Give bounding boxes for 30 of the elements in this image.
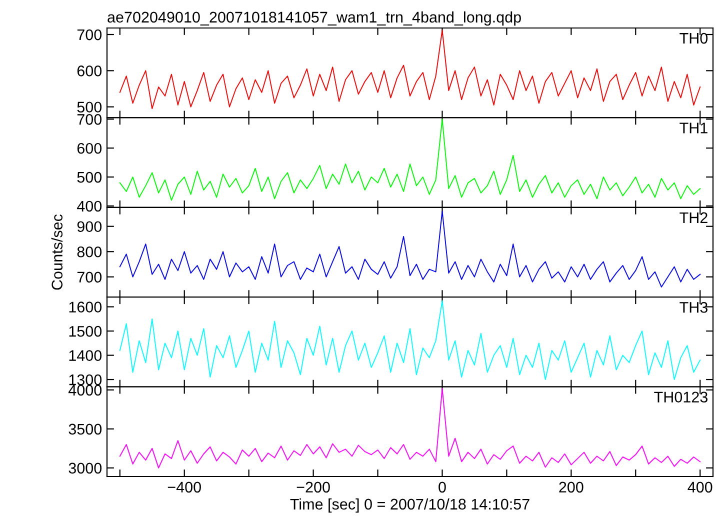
y-tick-label: 500 bbox=[77, 102, 102, 113]
y-tick-label: 700 bbox=[77, 114, 102, 125]
y-tick-label: 600 bbox=[77, 66, 102, 76]
y-tick-label: 700 bbox=[77, 272, 102, 283]
series-label: TH3 bbox=[680, 302, 708, 313]
x-tick-label: 400 bbox=[688, 482, 712, 493]
series-label: TH0 bbox=[680, 32, 708, 44]
y-tick-label: 700 bbox=[77, 29, 102, 40]
y-tick-label: 1500 bbox=[69, 326, 102, 337]
x-tick-label: 0 bbox=[438, 482, 446, 493]
y-tick-label: 3500 bbox=[68, 424, 102, 435]
y-tick-label: 4000 bbox=[68, 384, 102, 396]
y-tick-label: 800 bbox=[77, 246, 102, 258]
y-tick-label: 1600 bbox=[69, 302, 102, 312]
text: TH2 bbox=[680, 212, 708, 223]
y-tick-label: 400 bbox=[77, 200, 102, 212]
text: TH0123 bbox=[654, 392, 708, 403]
text: TH1 bbox=[680, 122, 708, 134]
y-tick-label: 1300 bbox=[69, 374, 102, 386]
x-tick-label: −200 bbox=[296, 482, 330, 493]
y-tick-label: 500 bbox=[77, 172, 102, 183]
x-axis-title: Time [sec] 0 = 2007/10/18 14:10:57 bbox=[290, 498, 530, 513]
y-axis-title: Counts/sec bbox=[51, 214, 63, 290]
chart-title: ae702049010_20071018141057_wam1_trn_4band_long.qdp bbox=[108, 11, 521, 26]
y-tick-label: 600 bbox=[77, 142, 102, 154]
y-tick-label: 1400 bbox=[69, 350, 102, 361]
y-tick-label: 3000 bbox=[68, 462, 102, 474]
x-tick-label: 200 bbox=[559, 482, 584, 493]
y-tick-label: 900 bbox=[77, 221, 102, 232]
x-tick-label: −400 bbox=[168, 482, 201, 493]
